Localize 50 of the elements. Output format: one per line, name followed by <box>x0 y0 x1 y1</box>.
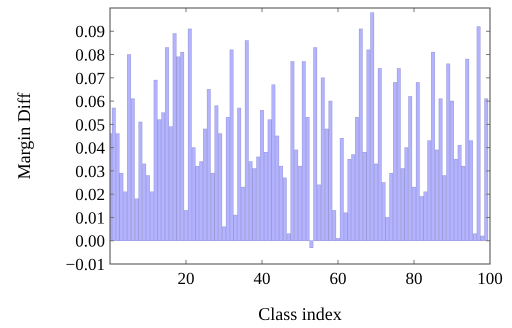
bar <box>127 54 131 242</box>
y-tick-label: 0.00 <box>75 232 105 251</box>
bar <box>431 52 435 242</box>
x-tick-label: 80 <box>406 269 422 288</box>
bar <box>358 28 363 242</box>
bar <box>260 110 264 242</box>
x-tick-label: 60 <box>330 269 346 288</box>
bar <box>138 122 142 242</box>
bar <box>347 158 352 242</box>
y-tick-label: 0.04 <box>75 138 106 158</box>
bar <box>244 40 249 242</box>
y-axis-title: Margin Diff <box>14 92 34 180</box>
y-tick-label: 0.02 <box>75 185 105 204</box>
bar <box>180 52 184 242</box>
bar <box>172 33 177 242</box>
y-tick-label: 0.06 <box>75 92 105 112</box>
y-tick-label: 0.09 <box>75 22 105 42</box>
bar <box>465 58 470 242</box>
y-tick-label: 0.07 <box>75 68 106 88</box>
y-tick-label: −0.01 <box>66 254 105 274</box>
x-tick-label: 20 <box>178 269 194 288</box>
bar <box>230 50 234 242</box>
bar <box>340 138 344 242</box>
bar <box>328 100 332 242</box>
x-tick-label: 100 <box>477 269 503 288</box>
y-tick-label: 0.01 <box>75 208 105 228</box>
bar <box>237 108 242 242</box>
bar <box>214 105 218 242</box>
bar <box>408 96 412 242</box>
bar <box>154 80 158 242</box>
y-tick-label: 0.08 <box>75 45 105 64</box>
bar <box>320 78 325 242</box>
bar <box>416 82 420 242</box>
bar <box>206 89 211 242</box>
bar <box>188 28 192 242</box>
y-tick-label: 0.05 <box>75 115 105 134</box>
bar <box>290 61 294 242</box>
bar <box>446 64 450 242</box>
bar <box>302 61 306 242</box>
bar <box>165 47 169 242</box>
bar <box>438 98 443 242</box>
bar <box>458 145 462 242</box>
bar <box>271 84 276 242</box>
bar <box>378 68 382 242</box>
y-tick-label: 0.03 <box>75 162 105 181</box>
bar <box>476 26 481 242</box>
bar <box>396 68 401 242</box>
x-axis-title: Class index <box>258 304 342 324</box>
bar <box>370 12 374 242</box>
x-tick-label: 40 <box>254 269 270 288</box>
